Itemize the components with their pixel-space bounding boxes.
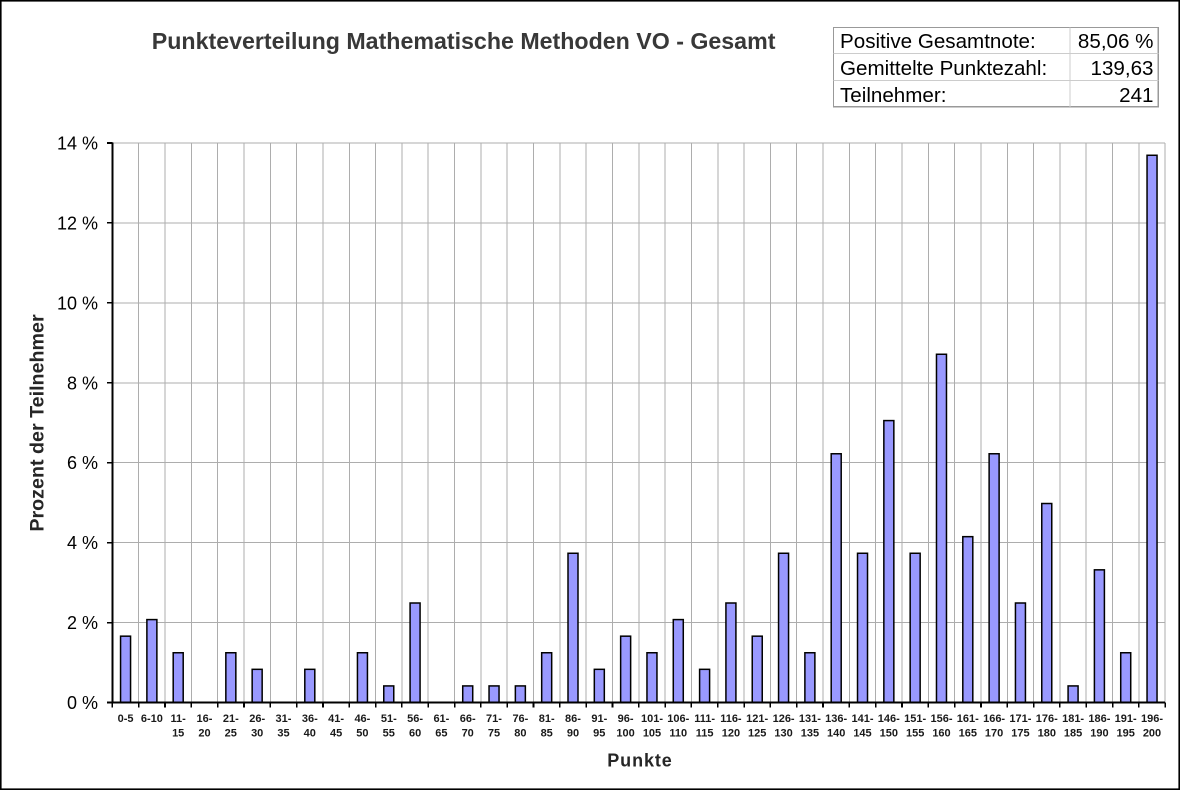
svg-text:21-: 21- [223, 713, 239, 725]
svg-text:14 %: 14 % [57, 134, 98, 154]
svg-text:36-: 36- [302, 713, 318, 725]
svg-text:81-: 81- [539, 713, 555, 725]
svg-text:Punkteverteilung Mathematische: Punkteverteilung Mathematische Methoden … [152, 28, 776, 54]
svg-text:126-: 126- [773, 713, 795, 725]
svg-text:86-: 86- [565, 713, 581, 725]
svg-text:141-: 141- [851, 713, 873, 725]
svg-text:120: 120 [722, 727, 740, 739]
svg-text:Positive Gesamtnote:: Positive Gesamtnote: [840, 30, 1036, 53]
svg-text:150: 150 [880, 727, 898, 739]
svg-text:71-: 71- [486, 713, 502, 725]
svg-text:241: 241 [1119, 84, 1153, 107]
svg-text:166-: 166- [983, 713, 1005, 725]
svg-text:41-: 41- [328, 713, 344, 725]
svg-text:31-: 31- [276, 713, 292, 725]
svg-text:170: 170 [985, 727, 1003, 739]
svg-text:115: 115 [696, 727, 714, 739]
svg-text:85: 85 [541, 727, 553, 739]
svg-text:85,06 %: 85,06 % [1078, 30, 1154, 53]
svg-text:111-: 111- [694, 713, 715, 725]
svg-text:6-10: 6-10 [141, 713, 163, 725]
svg-text:0-5: 0-5 [118, 713, 134, 725]
svg-text:145: 145 [853, 727, 871, 739]
svg-text:51-: 51- [381, 713, 397, 725]
svg-text:121-: 121- [746, 713, 768, 725]
svg-text:80: 80 [514, 727, 526, 739]
svg-text:91-: 91- [591, 713, 607, 725]
svg-text:176-: 176- [1036, 713, 1058, 725]
svg-text:146-: 146- [878, 713, 900, 725]
svg-text:55: 55 [383, 727, 395, 739]
svg-text:61-: 61- [433, 713, 449, 725]
svg-text:10 %: 10 % [57, 293, 98, 313]
svg-text:191-: 191- [1115, 713, 1137, 725]
svg-text:96-: 96- [618, 713, 634, 725]
svg-text:70: 70 [462, 727, 474, 739]
svg-text:26-: 26- [249, 713, 265, 725]
svg-text:90: 90 [567, 727, 579, 739]
svg-text:171-: 171- [1009, 713, 1031, 725]
svg-text:8 %: 8 % [67, 373, 98, 393]
svg-text:46-: 46- [354, 713, 370, 725]
svg-text:139,63: 139,63 [1091, 57, 1154, 80]
svg-text:45: 45 [330, 727, 342, 739]
svg-text:100: 100 [616, 727, 634, 739]
svg-text:156-: 156- [930, 713, 952, 725]
svg-text:106-: 106- [667, 713, 689, 725]
svg-text:160: 160 [932, 727, 950, 739]
svg-text:105: 105 [643, 727, 661, 739]
svg-text:20: 20 [198, 727, 210, 739]
svg-text:155: 155 [906, 727, 924, 739]
svg-text:200: 200 [1143, 727, 1161, 739]
svg-text:165: 165 [959, 727, 977, 739]
svg-text:16-: 16- [197, 713, 213, 725]
svg-text:75: 75 [488, 727, 500, 739]
svg-text:130: 130 [774, 727, 792, 739]
svg-text:131-: 131- [799, 713, 821, 725]
svg-text:25: 25 [225, 727, 237, 739]
svg-text:2 %: 2 % [67, 613, 98, 633]
svg-text:Gemittelte Punktezahl:: Gemittelte Punktezahl: [840, 57, 1047, 80]
svg-text:12 %: 12 % [57, 213, 98, 233]
svg-text:15: 15 [172, 727, 184, 739]
svg-text:30: 30 [251, 727, 263, 739]
svg-text:151-: 151- [904, 713, 926, 725]
svg-text:56-: 56- [407, 713, 423, 725]
svg-text:4 %: 4 % [67, 533, 98, 553]
svg-text:50: 50 [356, 727, 368, 739]
svg-text:60: 60 [409, 727, 421, 739]
svg-text:185: 185 [1064, 727, 1082, 739]
svg-text:140: 140 [827, 727, 845, 739]
svg-text:175: 175 [1011, 727, 1029, 739]
svg-text:180: 180 [1038, 727, 1056, 739]
svg-text:Prozent der Teilnehmer: Prozent der Teilnehmer [27, 314, 49, 532]
svg-text:136-: 136- [825, 713, 847, 725]
svg-text:190: 190 [1090, 727, 1108, 739]
svg-text:65: 65 [435, 727, 447, 739]
svg-text:66-: 66- [460, 713, 476, 725]
svg-text:95: 95 [593, 727, 605, 739]
svg-text:6 %: 6 % [67, 453, 98, 473]
svg-text:110: 110 [669, 727, 687, 739]
svg-text:195: 195 [1117, 727, 1135, 739]
svg-text:11-: 11- [171, 713, 187, 725]
svg-text:161-: 161- [957, 713, 979, 725]
svg-text:0 %: 0 % [67, 693, 98, 713]
svg-text:35: 35 [277, 727, 289, 739]
svg-text:116-: 116- [720, 713, 742, 725]
svg-text:186-: 186- [1088, 713, 1110, 725]
svg-text:40: 40 [304, 727, 316, 739]
svg-text:181-: 181- [1062, 713, 1084, 725]
svg-text:125: 125 [748, 727, 766, 739]
svg-text:101-: 101- [641, 713, 663, 725]
svg-text:Punkte: Punkte [607, 750, 672, 770]
svg-text:Teilnehmer:: Teilnehmer: [840, 84, 946, 107]
svg-text:135: 135 [801, 727, 819, 739]
svg-text:196-: 196- [1141, 713, 1163, 725]
svg-text:76-: 76- [512, 713, 528, 725]
